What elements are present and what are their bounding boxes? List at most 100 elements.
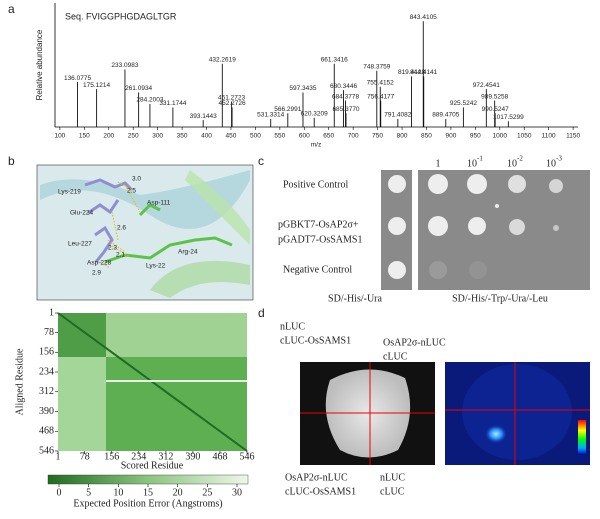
construct-label: cLUC-OsSAMS1 (280, 335, 351, 346)
y-tick-label: 390 (39, 406, 54, 417)
peak-label: 756.4177 (367, 93, 394, 100)
x-tick-label: 950 (470, 133, 481, 140)
x-tick-label: 550 (274, 133, 285, 140)
peak-label: 136.0775 (64, 75, 91, 82)
residue-label: Arg-24 (178, 249, 198, 256)
x-tick-label: 1000 (493, 133, 508, 140)
row-label: pGBKT7-OsAP2σ+ (278, 219, 359, 230)
x-tick-label: 300 (152, 133, 163, 140)
residue-label: Lys-219 (58, 189, 81, 196)
residue-label: Asp-111 (147, 200, 171, 207)
colorbar-tick-label: 20 (173, 487, 183, 498)
peak-label: 791.4082 (384, 112, 411, 119)
colorbar-label: Expected Position Error (Angstroms) (73, 498, 222, 509)
y-axis-label: Relative abundance (35, 29, 44, 100)
peak-label: 684.3778 (332, 93, 359, 100)
x-axis-label: m/z (311, 142, 321, 149)
colorbar-tick-label: 25 (202, 487, 212, 498)
colorbar-tick-label: 10 (113, 487, 123, 498)
panel-letter: c (258, 154, 264, 168)
y-tick-label: 468 (39, 426, 54, 437)
construct-label: OsAP2σ-nLUC (383, 337, 446, 348)
y-axis-label: Aligned Residue (14, 348, 25, 415)
peak-label: 819.4128 (398, 69, 425, 76)
yeast-two-hybrid: Positive Control pGBKT7-OsAP2σ+ pGADT7-O… (278, 170, 590, 304)
x-tick-label: 400 (201, 133, 212, 140)
x-tick-label: 1050 (517, 133, 532, 140)
peak-label: 393.1443 (190, 113, 217, 120)
peak-label: 661.3416 (321, 56, 348, 63)
x-tick-label: 150 (79, 133, 90, 140)
x-tick-label: 700 (348, 133, 359, 140)
construct-label: cLUC (380, 486, 405, 497)
peak-label: 261.0934 (125, 85, 152, 92)
x-tick-label: 900 (445, 133, 456, 140)
peak-label: 748.3759 (363, 63, 390, 70)
x-tick-label: 234 (131, 451, 146, 462)
peak-label: 990.5247 (482, 106, 509, 113)
panel-letter: d (258, 306, 265, 320)
heatmap-block (58, 313, 106, 357)
peak-label: 1017.5299 (493, 114, 524, 121)
row-label: Negative Control (283, 264, 352, 275)
residue-stick (104, 236, 233, 264)
x-tick-label: 1 (56, 451, 61, 462)
x-tick-label: 100 (54, 133, 65, 140)
construct-label: nLUC (380, 472, 405, 483)
residue-label: Asp-228 (87, 260, 112, 267)
row-label: Positive Control (283, 179, 349, 190)
colorbar (47, 474, 249, 485)
ribbon (185, 170, 250, 245)
peak-label: 843.4105 (410, 14, 437, 21)
x-tick-label: 1100 (542, 133, 556, 140)
peak-label: 175.1214 (83, 82, 110, 89)
y-tick-label: 1 (49, 307, 54, 318)
dilution-base: 1 (436, 158, 441, 169)
x-tick-label: 390 (185, 451, 200, 462)
panel-letter: a (8, 2, 15, 16)
peak-label: 597.3435 (289, 85, 316, 92)
residue-stick (87, 199, 120, 215)
peak-label: 284.2003 (136, 97, 163, 104)
dilution-base: 10 (467, 158, 477, 169)
colonies (388, 174, 563, 279)
peak-label: 432.2619 (209, 56, 236, 63)
x-tick-label: 450 (226, 133, 237, 140)
dilution-exponent: -2 (517, 155, 523, 163)
colorbar-tick-label: 5 (86, 487, 91, 498)
distance-label: 2.1 (116, 252, 125, 259)
dilution-base: 10 (546, 158, 556, 169)
y-tick-label: 546 (39, 445, 54, 456)
medium-label: SD/-His/-Ura (328, 293, 382, 304)
x-tick-label: 156 (104, 451, 119, 462)
dilution-exponent: -1 (477, 155, 483, 163)
x-tick-label: 650 (323, 133, 334, 140)
intensity-bar (578, 420, 586, 455)
x-tick-label: 250 (128, 133, 139, 140)
peak-label: 566.2991 (274, 106, 301, 113)
peak-label: 972.4541 (473, 82, 500, 89)
peak-label: 331.1744 (159, 100, 186, 107)
residue-label: Leu-227 (68, 241, 92, 248)
peak-label: 755.4152 (367, 79, 394, 86)
y-tick-label: 156 (39, 347, 54, 358)
luciferase-assay: nLUC cLUC-OsSAMS1 OsAP2σ-nLUC cLUC OsAP2… (280, 321, 590, 497)
peak-label: 531.3314 (257, 112, 284, 119)
peak-label: 989.5258 (481, 93, 508, 100)
x-axis-label: Scored Residue (121, 460, 184, 471)
x-tick-label: 312 (158, 451, 173, 462)
x-tick-label: 546 (240, 451, 255, 462)
peak-label: 680.3446 (330, 83, 357, 90)
construct-label: cLUC-OsSAMS1 (285, 486, 356, 497)
construct-label: OsAP2σ-nLUC (285, 472, 348, 483)
hbonds (99, 181, 141, 269)
dilution-base: 10 (507, 158, 517, 169)
peak-label: 925.5242 (450, 100, 477, 107)
construct-label: cLUC (383, 351, 408, 362)
peak-label: 844.4141 (410, 69, 437, 76)
x-tick-label: 750 (372, 133, 383, 140)
heatmap-block (58, 357, 106, 451)
distance-label: 2.5 (127, 188, 136, 195)
x-tick-label: 78 (80, 451, 90, 462)
